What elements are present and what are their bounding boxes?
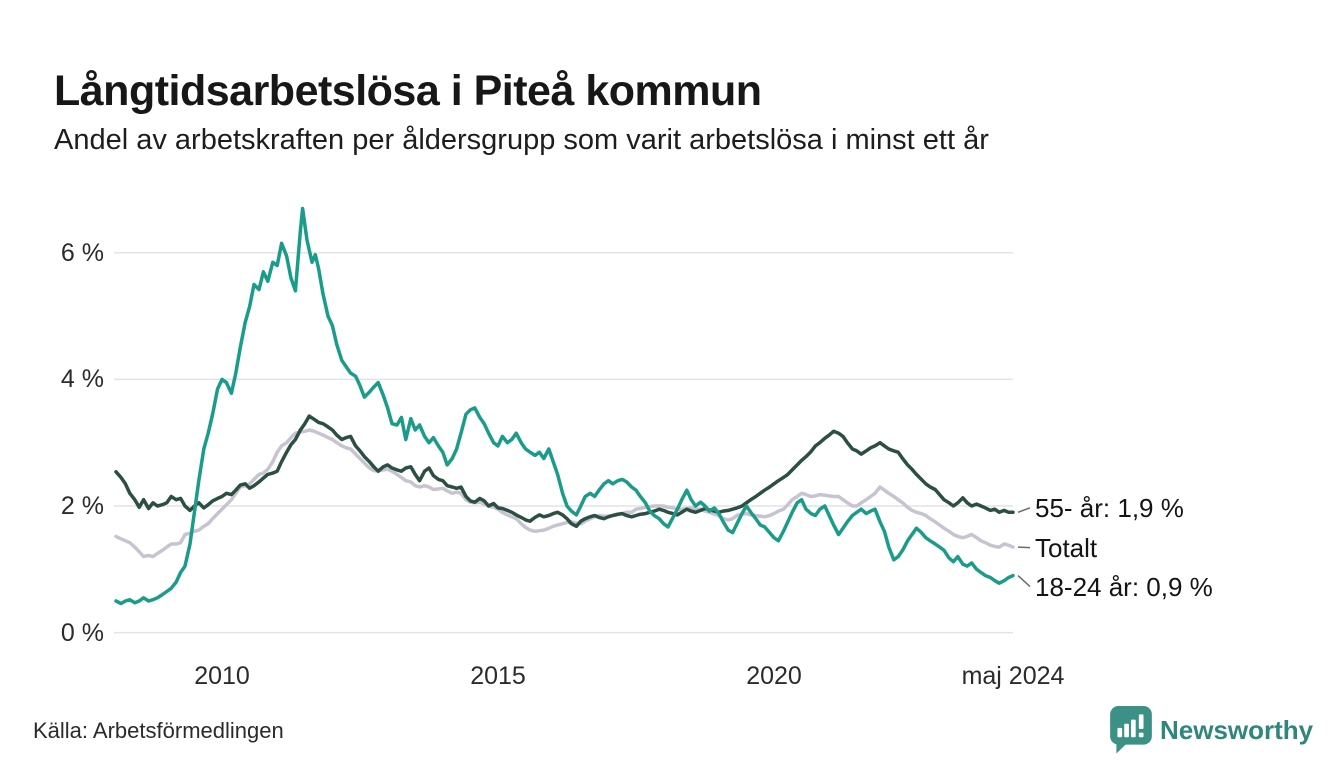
logo-exclamation-stem [1138,714,1144,729]
line-55-ar [114,414,1015,529]
page-subtitle: Andel av arbetskraften per åldersgrupp s… [54,124,989,156]
series-end-label-totalt: Totalt [1035,533,1098,563]
line-18-24-ar [114,206,1015,606]
line-totalt [114,428,1015,559]
x-axis-tick-label: maj 2024 [961,662,1065,690]
series-end-label-18-24-ar: 18-24 år: 0,9 % [1035,572,1213,602]
x-axis-tick-label: 2010 [194,662,250,690]
logo-bar-2 [1124,723,1129,738]
gridlines [114,252,1013,634]
y-axis-tick-label: 0 % [60,619,104,647]
end-label-connectors [1017,507,1031,588]
series-end-label-55-ar: 55- år: 1,9 % [1035,493,1184,523]
logo-bubble-tail [1116,740,1130,754]
logo-exclamation-dot [1138,732,1144,738]
y-axis-tick-label: 2 % [60,492,104,520]
logo-bar-3 [1131,719,1136,738]
newsworthy-wordmark: Newsworthy [1160,714,1314,745]
y-axis-tick-label: 6 % [60,239,104,267]
x-axis-tick-label: 2015 [470,662,526,690]
x-axis-tick-label: 2020 [746,662,802,690]
source-note: Källa: Arbetsförmedlingen [33,718,284,743]
newsworthy-logo[interactable]: Newsworthy [1110,706,1313,754]
logo-bar-1 [1117,727,1123,738]
page-title: Långtidsarbetslösa i Piteå kommun [54,66,762,115]
y-axis-tick-label: 4 % [60,365,104,393]
newsworthy-bubble-chart-icon [1110,706,1152,754]
